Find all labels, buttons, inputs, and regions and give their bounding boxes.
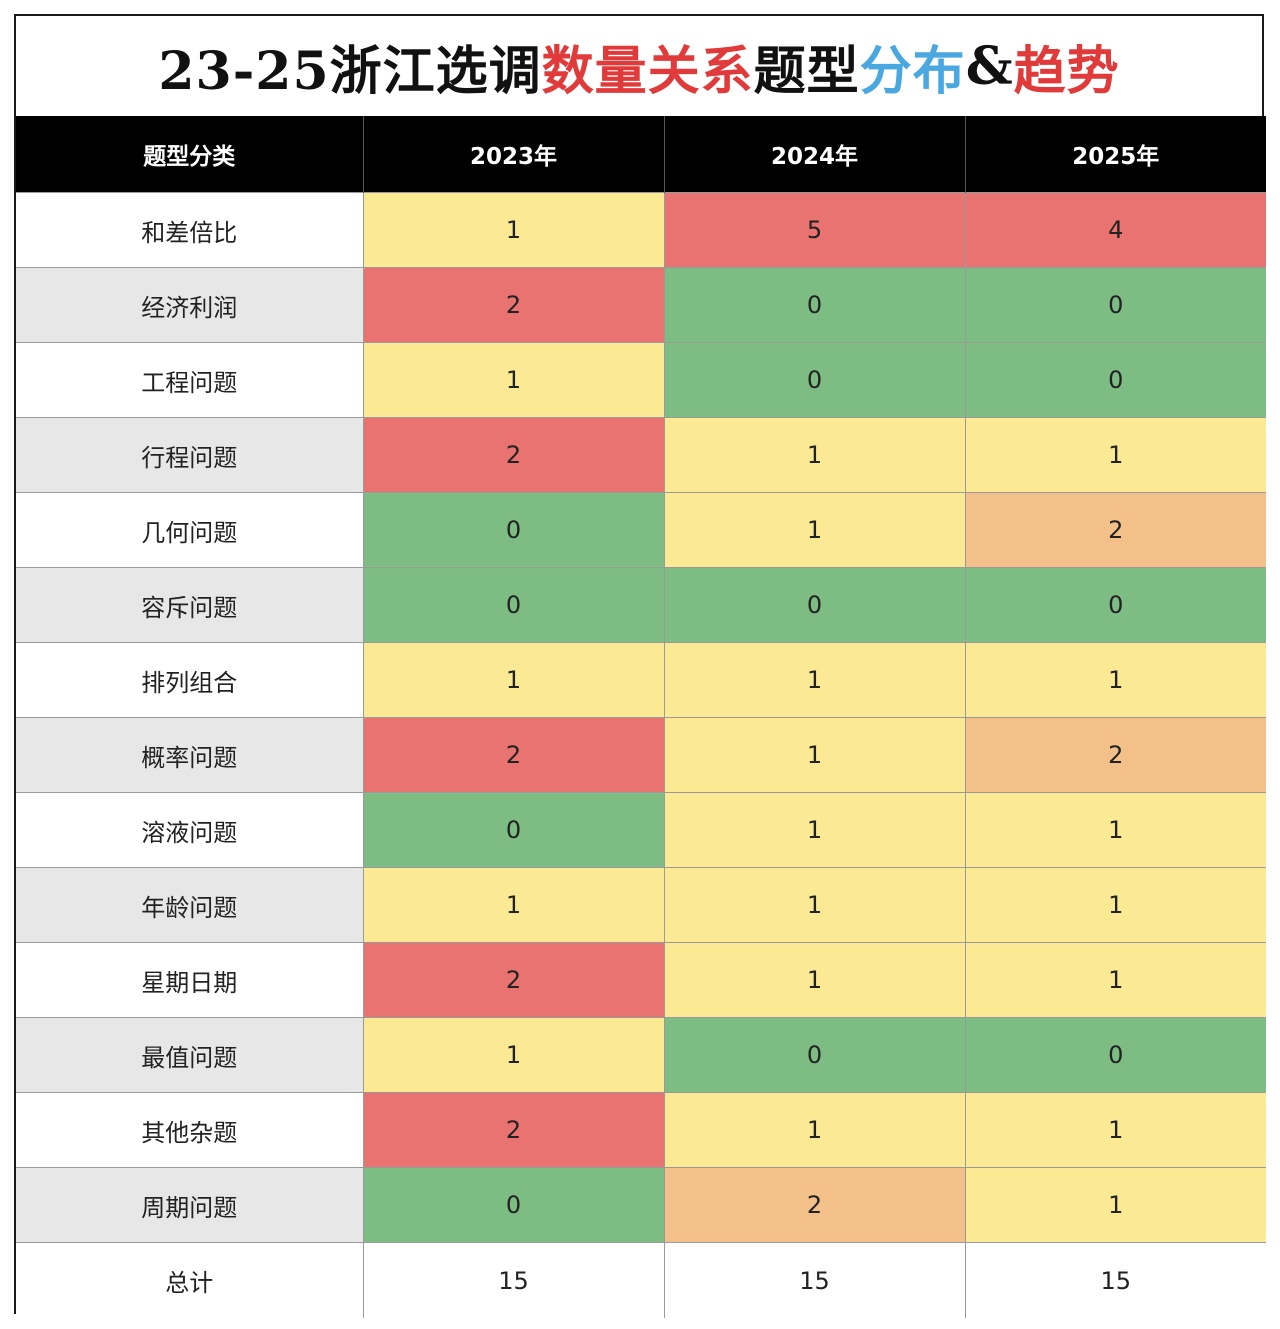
table-body: 和差倍比 1 5 4 经济利润 2 0 0 工程问题 1 0 0 行程问题 2 1 1 几何问题 0 1 2 容斥问题 0… bbox=[16, 192, 1266, 1243]
header-2024: 2024年 bbox=[664, 116, 966, 193]
total-2023: 15 bbox=[363, 1242, 665, 1318]
page-title: 23-25浙江选调 数量关系 题型 分布 & 趋势 bbox=[16, 16, 1262, 116]
title-part-blue: 分布 bbox=[859, 40, 966, 102]
value-cell: 0 bbox=[363, 1167, 665, 1243]
table-frame: 23-25浙江选调 数量关系 题型 分布 & 趋势 题型分类 2023年 2024年 20… bbox=[14, 14, 1266, 1318]
category-cell: 其他杂题 bbox=[16, 1092, 364, 1168]
value-cell: 2 bbox=[363, 417, 665, 493]
value-cell: 2 bbox=[363, 1092, 665, 1168]
value-cell: 1 bbox=[363, 1017, 665, 1093]
table-row: 最值问题 1 0 0 bbox=[16, 1017, 1266, 1093]
category-cell: 和差倍比 bbox=[16, 192, 364, 268]
value-cell: 0 bbox=[664, 1017, 966, 1093]
value-cell: 0 bbox=[363, 492, 665, 568]
value-cell: 0 bbox=[664, 342, 966, 418]
header-2025: 2025年 bbox=[965, 116, 1266, 193]
header-category: 题型分类 bbox=[16, 116, 364, 193]
value-cell: 0 bbox=[965, 342, 1266, 418]
table-row: 工程问题 1 0 0 bbox=[16, 342, 1266, 418]
category-cell: 周期问题 bbox=[16, 1167, 364, 1243]
value-cell: 1 bbox=[965, 417, 1266, 493]
header-row: 题型分类 2023年 2024年 2025年 bbox=[16, 116, 1266, 193]
table-row: 溶液问题 0 1 1 bbox=[16, 792, 1266, 868]
value-cell: 1 bbox=[664, 642, 966, 718]
value-cell: 2 bbox=[363, 717, 665, 793]
category-cell: 年龄问题 bbox=[16, 867, 364, 943]
value-cell: 2 bbox=[965, 492, 1266, 568]
value-cell: 0 bbox=[664, 567, 966, 643]
total-row: 总计 15 15 15 bbox=[16, 1242, 1266, 1318]
value-cell: 0 bbox=[965, 267, 1266, 343]
value-cell: 5 bbox=[664, 192, 966, 268]
title-part-red: 数量关系 bbox=[541, 40, 754, 102]
value-cell: 1 bbox=[965, 942, 1266, 1018]
value-cell: 2 bbox=[965, 717, 1266, 793]
value-cell: 0 bbox=[965, 1017, 1266, 1093]
value-cell: 1 bbox=[363, 642, 665, 718]
category-cell: 几何问题 bbox=[16, 492, 364, 568]
total-label: 总计 bbox=[16, 1242, 364, 1318]
value-cell: 1 bbox=[363, 192, 665, 268]
category-cell: 工程问题 bbox=[16, 342, 364, 418]
value-cell: 2 bbox=[363, 942, 665, 1018]
category-cell: 行程问题 bbox=[16, 417, 364, 493]
value-cell: 1 bbox=[363, 342, 665, 418]
table-row: 和差倍比 1 5 4 bbox=[16, 192, 1266, 268]
title-part-black: 23-25浙江选调 bbox=[158, 40, 542, 102]
value-cell: 1 bbox=[965, 642, 1266, 718]
value-cell: 1 bbox=[664, 942, 966, 1018]
value-cell: 1 bbox=[664, 492, 966, 568]
category-cell: 最值问题 bbox=[16, 1017, 364, 1093]
value-cell: 1 bbox=[965, 1167, 1266, 1243]
value-cell: 4 bbox=[965, 192, 1266, 268]
value-cell: 1 bbox=[664, 867, 966, 943]
value-cell: 1 bbox=[965, 867, 1266, 943]
value-cell: 0 bbox=[363, 567, 665, 643]
title-part-black-2: 题型 bbox=[753, 40, 860, 102]
title-part-red-2: 趋势 bbox=[1013, 40, 1120, 102]
distribution-table: 题型分类 2023年 2024年 2025年 和差倍比 1 5 4 经济利润 2 0 0 工程问… bbox=[16, 116, 1266, 1318]
table-row: 排列组合 1 1 1 bbox=[16, 642, 1266, 718]
value-cell: 2 bbox=[363, 267, 665, 343]
value-cell: 1 bbox=[965, 792, 1266, 868]
table-row: 概率问题 2 1 2 bbox=[16, 717, 1266, 793]
value-cell: 0 bbox=[363, 792, 665, 868]
category-cell: 排列组合 bbox=[16, 642, 364, 718]
table-row: 其他杂题 2 1 1 bbox=[16, 1092, 1266, 1168]
table-row: 星期日期 2 1 1 bbox=[16, 942, 1266, 1018]
category-cell: 概率问题 bbox=[16, 717, 364, 793]
title-ampersand: & bbox=[965, 35, 1014, 97]
total-2025: 15 bbox=[965, 1242, 1266, 1318]
table-row: 容斥问题 0 0 0 bbox=[16, 567, 1266, 643]
header-2023: 2023年 bbox=[363, 116, 665, 193]
value-cell: 1 bbox=[363, 867, 665, 943]
table-row: 周期问题 0 2 1 bbox=[16, 1167, 1266, 1243]
table-row: 几何问题 0 1 2 bbox=[16, 492, 1266, 568]
value-cell: 0 bbox=[664, 267, 966, 343]
table-row: 行程问题 2 1 1 bbox=[16, 417, 1266, 493]
table-row: 年龄问题 1 1 1 bbox=[16, 867, 1266, 943]
table-row: 经济利润 2 0 0 bbox=[16, 267, 1266, 343]
category-cell: 星期日期 bbox=[16, 942, 364, 1018]
total-2024: 15 bbox=[664, 1242, 966, 1318]
value-cell: 0 bbox=[965, 567, 1266, 643]
category-cell: 溶液问题 bbox=[16, 792, 364, 868]
value-cell: 1 bbox=[664, 417, 966, 493]
category-cell: 容斥问题 bbox=[16, 567, 364, 643]
value-cell: 1 bbox=[664, 792, 966, 868]
value-cell: 1 bbox=[664, 1092, 966, 1168]
category-cell: 经济利润 bbox=[16, 267, 364, 343]
value-cell: 1 bbox=[664, 717, 966, 793]
value-cell: 2 bbox=[664, 1167, 966, 1243]
value-cell: 1 bbox=[965, 1092, 1266, 1168]
